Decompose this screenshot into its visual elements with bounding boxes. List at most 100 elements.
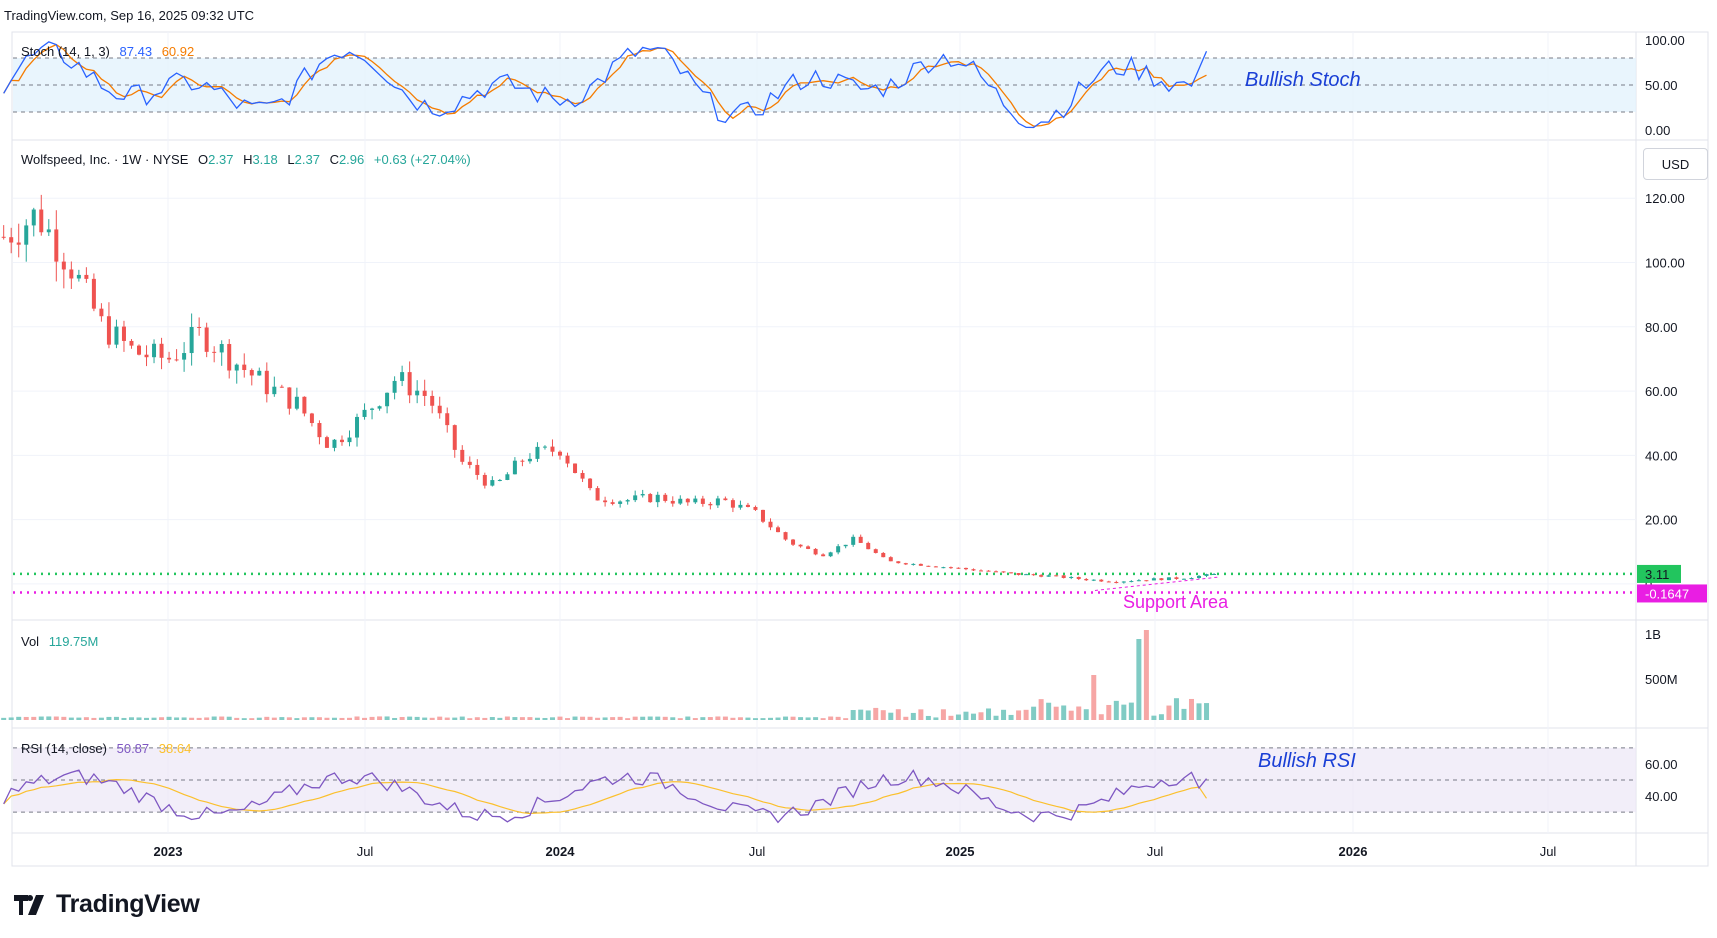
candle-body — [1084, 579, 1089, 581]
volume-bar — [504, 716, 510, 720]
volume-bar — [1098, 714, 1104, 720]
candle-body — [512, 460, 517, 475]
candle-body — [54, 229, 59, 262]
volume-bar — [580, 716, 586, 720]
volume-label: Vol — [21, 634, 40, 649]
volume-bar — [978, 712, 984, 720]
candle-body — [422, 390, 427, 396]
volume-bar — [174, 717, 180, 720]
stoch-k-value: 87.43 — [119, 44, 153, 59]
volume-bar — [655, 716, 661, 720]
candle-body — [843, 544, 848, 547]
volume-bar — [993, 715, 999, 720]
volume-bar — [722, 716, 728, 720]
candle-body — [279, 386, 284, 388]
volume-bar — [31, 716, 37, 720]
volume-bar — [1068, 710, 1074, 720]
ohlc-low: 2.37 — [294, 152, 320, 167]
candle-body — [392, 380, 397, 393]
volume-bar — [685, 716, 691, 720]
candle-body — [625, 500, 630, 502]
time-axis-label: Jul — [1540, 844, 1557, 859]
currency-button[interactable]: USD — [1643, 148, 1708, 180]
candle-body — [174, 359, 179, 361]
volume-bar — [1136, 639, 1142, 720]
volume-bar — [136, 717, 142, 720]
candle-body — [1129, 581, 1134, 583]
candle-body — [828, 552, 833, 557]
stoch-legend: Stoch (14, 1, 3) 87.43 60.92 — [21, 44, 194, 59]
volume-bar — [53, 716, 59, 720]
candle-body — [69, 269, 74, 279]
candle-body — [24, 225, 29, 245]
rsi-ma-value: 38.64 — [158, 741, 192, 756]
volume-axis-tick: 500M — [1645, 672, 1678, 687]
candle-body — [1159, 578, 1164, 581]
volume-bar — [339, 717, 345, 720]
volume-bar — [760, 718, 766, 720]
price-axis-tick: 20.00 — [1645, 513, 1678, 528]
candle-body — [1174, 577, 1179, 580]
volume-bar — [940, 709, 946, 720]
volume-bar — [113, 716, 119, 720]
volume-bar — [873, 707, 879, 720]
candle-body — [648, 494, 653, 503]
candle-body — [700, 498, 705, 504]
volume-bar — [790, 716, 796, 720]
candle-body — [242, 364, 247, 371]
volume-bar — [68, 717, 74, 720]
volume-bar — [452, 717, 458, 720]
candle-body — [31, 209, 36, 226]
candle-body — [437, 405, 442, 414]
price-axis-tick: 80.00 — [1645, 320, 1678, 335]
volume-bar — [617, 716, 623, 720]
volume-bar — [1001, 709, 1007, 720]
time-axis-label: 2023 — [154, 844, 183, 859]
volume-bar — [459, 716, 465, 720]
candle-body — [294, 396, 299, 409]
candle-body — [339, 439, 344, 443]
candle-body — [159, 343, 164, 358]
candle-body — [888, 557, 893, 562]
candle-body — [1046, 575, 1051, 577]
volume-bar — [46, 716, 52, 720]
volume-bar — [369, 716, 375, 720]
candle-body — [264, 370, 269, 395]
ohlc-o-label: O — [198, 152, 209, 167]
volume-bar — [16, 716, 22, 720]
candle-body — [896, 561, 901, 564]
candle-body — [633, 495, 638, 501]
volume-bar — [159, 717, 165, 720]
candle-body — [219, 344, 224, 353]
volume-bar — [331, 717, 337, 720]
volume-bar — [189, 717, 195, 720]
volume-bar — [662, 716, 668, 720]
volume-bar — [256, 717, 262, 720]
volume-bar — [640, 716, 646, 720]
candle-body — [836, 546, 841, 553]
candle-body — [460, 449, 465, 462]
candle-body — [565, 455, 570, 464]
price-axis-tick: 100.00 — [1645, 256, 1685, 271]
candle-body — [978, 570, 983, 572]
volume-bar — [362, 717, 368, 720]
candle-body — [618, 501, 623, 504]
stoch-label: Stoch (14, 1, 3) — [21, 44, 110, 59]
volume-bar — [489, 717, 495, 720]
candle-body — [370, 408, 375, 410]
candle-body — [1114, 581, 1119, 583]
volume-bar — [241, 718, 247, 720]
volume-bar — [91, 717, 97, 720]
candle-body — [956, 567, 961, 569]
candle-body — [1, 236, 6, 238]
support-price-tag-text: -0.1647 — [1645, 586, 1689, 601]
tradingview-logo[interactable]: TradingView — [14, 890, 200, 919]
price-axis-tick: 0 — [1645, 577, 1652, 592]
volume-bar — [1046, 702, 1052, 720]
candle-body — [1166, 577, 1171, 581]
candle-body — [445, 413, 450, 426]
candle-body — [963, 567, 968, 570]
candle-body — [678, 498, 683, 504]
candle-body — [1106, 581, 1111, 583]
